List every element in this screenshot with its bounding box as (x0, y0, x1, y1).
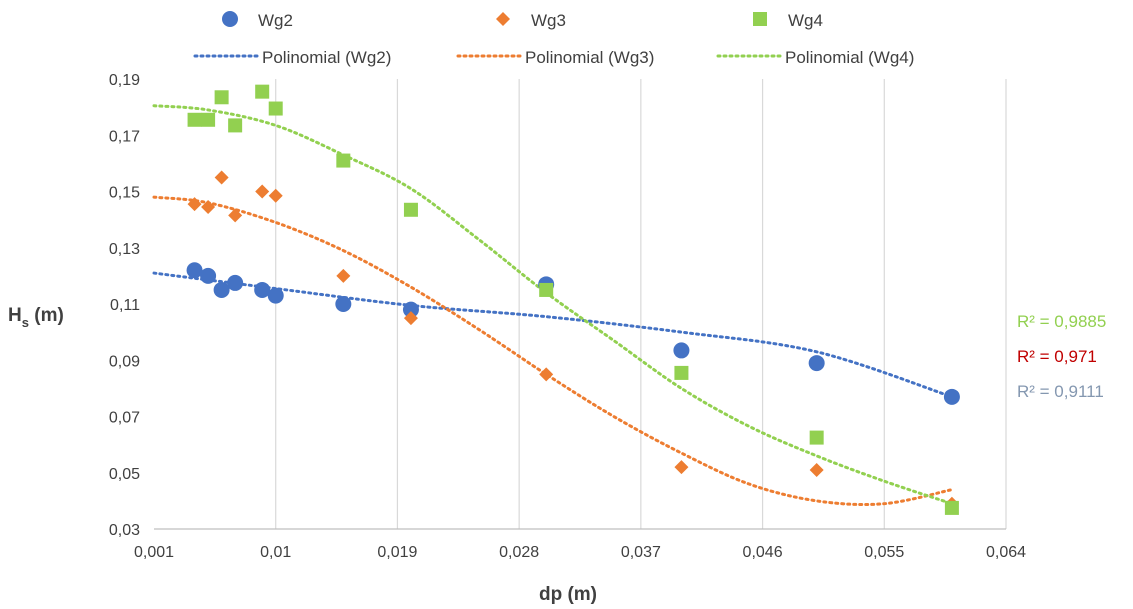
data-point-wg4 (201, 112, 216, 127)
legend-label-wg4: Wg4 (788, 11, 823, 30)
trendline-wg3 (152, 195, 954, 507)
x-tick-label: 0,01 (260, 544, 291, 561)
data-point-wg3 (674, 460, 689, 475)
legend-marker-wg4 (753, 12, 767, 26)
data-point-wg4 (539, 282, 554, 297)
data-point-wg2 (402, 301, 419, 318)
data-point-wg4 (403, 202, 418, 217)
y-tick-labels: 0,03 0,05 0,07 0,09 0,11 0,13 0,15 0,17 0,19 (109, 72, 140, 539)
data-point-wg4 (187, 112, 202, 127)
x-tick-label: 0,019 (377, 544, 417, 561)
x-tick-label: 0,055 (864, 544, 904, 561)
y-axis-title-subscript: s (22, 315, 29, 330)
legend: Wg2 Wg3 Wg4 Polinomial (Wg2) Polinomial (Wg3… (193, 11, 914, 67)
data-markers (186, 84, 960, 515)
data-point-wg3 (255, 184, 270, 199)
data-point-wg3 (403, 311, 418, 326)
y-axis-title-unit: (m) (29, 305, 64, 326)
data-point-wg4 (809, 430, 824, 445)
data-point-wg3 (336, 268, 351, 283)
y-axis-title-main: H (8, 305, 22, 326)
x-axis-title: dp (m) (539, 584, 597, 605)
data-point-wg4 (944, 500, 959, 515)
vertical-gridlines (275, 79, 1007, 529)
legend-marker-wg2 (222, 11, 238, 27)
trendlines (152, 104, 954, 507)
r-squared-label: R² = 0,971 (1017, 347, 1097, 366)
data-point-wg3 (539, 367, 554, 382)
y-tick-label: 0,09 (109, 353, 140, 370)
data-point-wg4 (268, 101, 283, 116)
data-point-wg4 (255, 84, 270, 99)
trendline-wg4 (152, 104, 954, 506)
data-point-wg2 (943, 388, 960, 405)
y-tick-label: 0,11 (110, 297, 140, 314)
y-axis-title: Hs (m) (8, 305, 64, 330)
y-tick-label: 0,07 (109, 410, 140, 427)
data-point-wg4 (674, 365, 689, 380)
data-point-wg2 (335, 296, 352, 312)
x-tick-label: 0,028 (499, 544, 539, 561)
data-point-wg2 (673, 342, 690, 359)
data-point-wg3 (268, 188, 283, 203)
x-tick-label: 0,064 (986, 544, 1026, 561)
data-point-wg2 (200, 267, 217, 284)
legend-label-wg3: Wg3 (531, 11, 566, 30)
x-tick-label: 0,001 (134, 544, 174, 561)
y-tick-label: 0,03 (109, 522, 140, 539)
x-tick-labels: 0,001 0,01 0,019 0,028 0,037 0,046 0,055 0,064 (134, 544, 1026, 561)
data-point-wg4 (214, 90, 229, 105)
y-tick-label: 0,17 (109, 128, 140, 145)
data-point-wg2 (213, 281, 230, 298)
r-squared-label: R² = 0,9885 (1017, 312, 1106, 331)
y-tick-label: 0,19 (109, 72, 140, 89)
data-point-wg3 (228, 208, 243, 223)
data-point-wg4 (336, 153, 351, 168)
data-point-wg2 (186, 262, 203, 279)
r-squared-labels: R² = 0,9885 R² = 0,971 R² = 0,9111 (1017, 312, 1106, 401)
data-point-wg3 (214, 170, 229, 185)
y-tick-label: 0,05 (109, 466, 140, 483)
y-tick-label: 0,13 (109, 241, 140, 258)
data-point-wg3 (187, 197, 202, 212)
legend-label-wg2: Wg2 (258, 11, 293, 30)
x-tick-label: 0,046 (743, 544, 783, 561)
y-tick-label: 0,15 (109, 185, 140, 202)
data-point-wg3 (201, 199, 216, 214)
x-tick-label: 0,037 (621, 544, 661, 561)
data-point-wg2 (267, 287, 284, 304)
r-squared-label: R² = 0,9111 (1017, 382, 1104, 401)
legend-trendline-label-wg2: Polinomial (Wg2) (262, 48, 391, 67)
data-point-wg4 (228, 118, 243, 133)
legend-marker-wg3 (496, 12, 510, 26)
data-point-wg2 (227, 274, 244, 291)
data-point-wg3 (809, 462, 824, 477)
legend-trendline-label-wg4: Polinomial (Wg4) (785, 48, 914, 67)
data-point-wg2 (808, 355, 825, 372)
legend-trendline-label-wg3: Polinomial (Wg3) (525, 48, 654, 67)
data-point-wg2 (254, 281, 271, 298)
